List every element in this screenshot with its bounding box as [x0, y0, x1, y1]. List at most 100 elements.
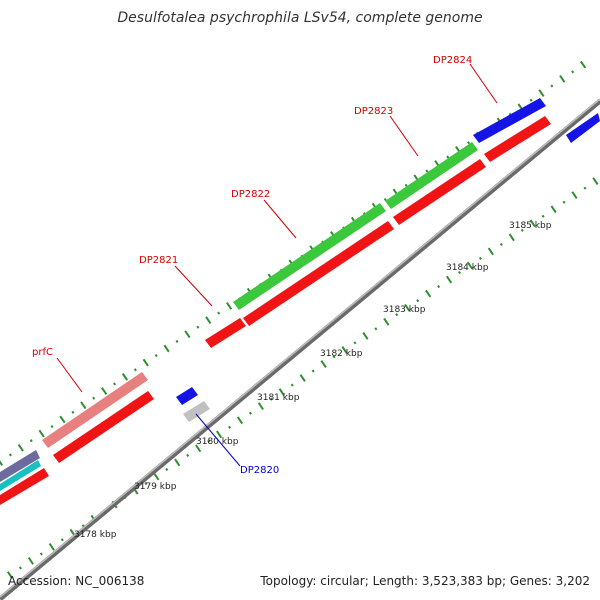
outer-tick [101, 387, 108, 395]
gene-bar-DP2824-blue[interactable] [473, 98, 546, 143]
genes-label: Genes: [509, 574, 552, 588]
gene-bar-prfC-red[interactable] [53, 391, 154, 463]
inner-tick [550, 205, 557, 214]
outer-tick [38, 429, 45, 438]
gene-bar-DP2824-red[interactable] [484, 116, 551, 162]
inner-tick [165, 467, 169, 472]
gene-bar-left-cyan[interactable] [0, 460, 41, 491]
inner-tick [362, 331, 369, 340]
inner-tick [39, 552, 43, 556]
gene-bar-left-red[interactable] [0, 468, 49, 505]
inner-tick [186, 453, 190, 457]
outer-tick [59, 415, 66, 424]
backbone-highlight [0, 98, 600, 598]
gene-bar-right-blue[interactable] [566, 113, 600, 143]
outer-tick [404, 183, 408, 187]
inner-tick [153, 472, 160, 481]
inner-tick [592, 177, 599, 185]
scale-label-3185: 3185 kbp [509, 221, 552, 231]
inner-tick [60, 538, 64, 542]
outer-tick [71, 410, 75, 414]
leader-DP2824 [469, 63, 498, 104]
inner-tick [487, 247, 494, 256]
inner-tick [195, 444, 202, 453]
outer-tick [226, 302, 233, 310]
gene-label-DP2821[interactable]: DP2821 [139, 255, 178, 266]
leader-DP2821 [174, 265, 213, 307]
inner-tick [174, 458, 181, 467]
gene-label-DP2820[interactable]: DP2820 [240, 465, 279, 476]
outer-tick [529, 98, 533, 102]
gene-bar-DP2820-blue[interactable] [176, 387, 198, 405]
inner-tick [383, 317, 390, 326]
inner-tick [6, 571, 14, 579]
inner-tick [257, 402, 264, 411]
inner-tick [508, 233, 515, 242]
accession-label: Accession: [8, 574, 72, 588]
outer-tick [425, 169, 429, 173]
gene-label-DP2822[interactable]: DP2822 [231, 189, 270, 200]
inner-tick [299, 374, 306, 382]
outer-tick [559, 75, 566, 83]
inner-tick [228, 425, 232, 429]
leader-DP2820 [195, 413, 241, 467]
inner-tick [144, 482, 148, 486]
gene-bar-DP2822-green[interactable] [233, 203, 386, 310]
outer-tick [29, 439, 33, 443]
inner-tick [374, 327, 378, 331]
length-label: Length: [372, 574, 419, 588]
map-title: Desulfotalea psychrophila LSv54, complet… [117, 10, 483, 26]
inner-tick [18, 566, 22, 570]
gene-label-DP2823[interactable]: DP2823 [354, 106, 393, 117]
genome-summary: Topology: circular; Length: 3,523,383 bp… [260, 574, 590, 588]
gene-bar-DP2823-red[interactable] [393, 159, 486, 225]
outer-tick [92, 396, 96, 400]
outer-tick [154, 354, 158, 358]
outer-tick [580, 60, 587, 69]
inner-tick [269, 397, 273, 401]
inner-tick [216, 430, 223, 439]
inner-tick [583, 186, 587, 190]
leader-prfC [56, 357, 83, 393]
outer-tick [196, 325, 200, 329]
scale-label-3184: 3184 kbp [446, 263, 489, 273]
outer-tick [571, 70, 575, 74]
inner-tick [27, 557, 34, 565]
inner-tick [311, 369, 315, 373]
outer-tick [538, 89, 545, 97]
gene-bar-DP2822-red[interactable] [243, 221, 394, 326]
inner-tick [207, 439, 211, 443]
scale-label-3179: 3179 kbp [134, 482, 177, 492]
accession-info: Accession: NC_006138 [8, 574, 144, 588]
outer-tick [467, 141, 471, 145]
inner-tick [529, 219, 536, 228]
backbone-line [0, 99, 600, 600]
outer-tick [550, 84, 554, 88]
outer-tick [184, 330, 191, 339]
outer-tick [142, 358, 149, 367]
inner-tick [571, 191, 578, 200]
gene-bar-DP2821-red[interactable] [205, 318, 246, 348]
gene-bar-DP2820-gray[interactable] [183, 401, 210, 422]
inner-tick [341, 346, 348, 354]
gene-bar-prfC-green-track[interactable] [42, 372, 148, 448]
outer-tick [175, 339, 179, 343]
inner-tick [562, 200, 566, 204]
gene-bar-DP2823-green[interactable] [385, 142, 478, 209]
inner-tick [395, 313, 399, 317]
topology-label: Topology: [260, 574, 317, 588]
genes-value: 3,202 [555, 574, 590, 588]
inner-tick [290, 383, 294, 387]
inner-tick [437, 285, 441, 289]
inner-tick [48, 542, 55, 551]
inner-tick [236, 416, 244, 425]
gene-bar-left-purple[interactable] [0, 450, 40, 482]
outer-tick [80, 401, 87, 410]
leader-DP2822 [263, 199, 297, 239]
outer-tick [8, 453, 12, 457]
outer-tick [113, 382, 117, 386]
gene-label-DP2824[interactable]: DP2824 [433, 55, 472, 66]
gene-label-prfC[interactable]: prfC [32, 347, 53, 358]
inner-tick [353, 341, 357, 345]
outer-tick [133, 368, 137, 372]
